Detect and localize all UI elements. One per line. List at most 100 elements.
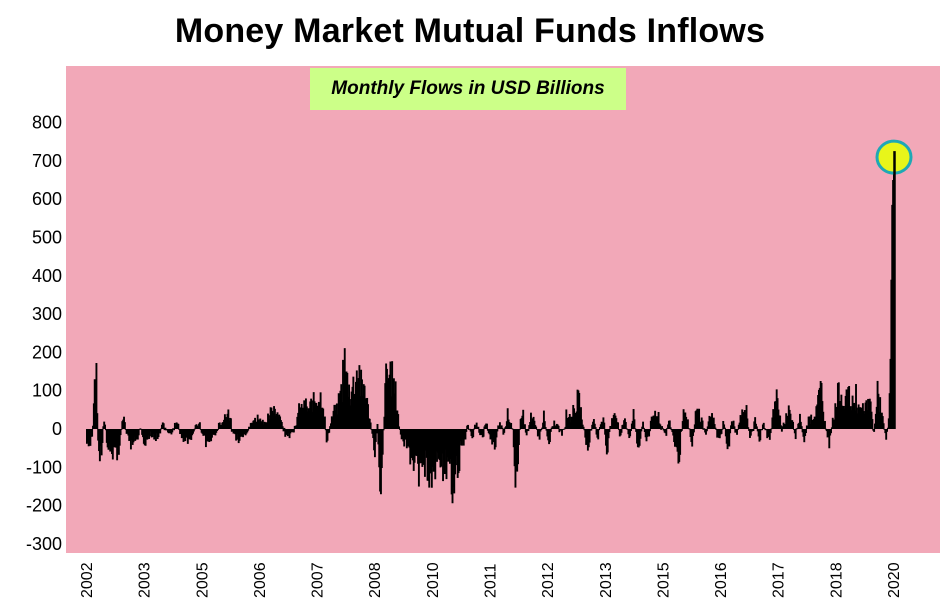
flow-bar (376, 424, 379, 429)
x-tick-label: 2017 (771, 562, 788, 598)
flow-bar (761, 429, 763, 431)
flow-bar (873, 429, 876, 432)
flow-bar (885, 429, 888, 440)
flow-bar (144, 429, 147, 446)
flow-bar (607, 429, 610, 439)
flow-bar (632, 409, 635, 429)
y-tick-label: 500 (32, 228, 62, 248)
flow-bar (261, 419, 264, 429)
flow-bar (568, 414, 571, 429)
flow-bar (517, 429, 520, 445)
flow-bar (163, 429, 166, 431)
flow-bar (680, 429, 683, 431)
flow-bar (120, 429, 123, 430)
x-tick-label: 2007 (310, 562, 327, 598)
flow-bar (89, 429, 92, 446)
flow-bar (714, 427, 717, 429)
y-tick-label: 200 (32, 342, 62, 362)
flow-bar (792, 421, 795, 429)
flow-bar (810, 414, 813, 429)
flow-bar (510, 422, 513, 429)
flow-bar (394, 381, 397, 429)
flow-bar (196, 425, 199, 429)
flow-bar (326, 429, 329, 441)
flow-bar (580, 407, 582, 429)
flow-bar (549, 429, 552, 432)
flow-bar (87, 429, 90, 447)
flow-bar (745, 405, 748, 429)
y-tick-label: 100 (32, 381, 62, 401)
flow-bar (458, 429, 461, 471)
flow-bar (462, 429, 465, 446)
flow-bar (467, 424, 469, 429)
flow-bar (486, 423, 488, 429)
flow-bar (391, 361, 394, 429)
flow-bar (288, 429, 291, 439)
flow-bar (216, 429, 219, 431)
flow-bar (808, 416, 811, 429)
flow-bar (247, 429, 250, 431)
flow-bar (101, 429, 104, 443)
flow-bar (657, 411, 660, 429)
x-tick-label: 2016 (713, 562, 730, 598)
flow-bar (590, 429, 593, 431)
x-tick-label: 2010 (425, 562, 442, 598)
flow-bar (871, 419, 874, 429)
flow-bar (648, 429, 651, 437)
flow-bar (588, 429, 591, 443)
y-tick-label: -100 (26, 457, 62, 477)
flow-bar (472, 429, 475, 438)
flow-bar (548, 429, 551, 443)
flow-bar (292, 429, 295, 433)
flow-bar (184, 429, 187, 442)
flow-bar (527, 429, 530, 432)
y-tick-label: 400 (32, 266, 62, 286)
flow-bar (477, 426, 480, 429)
flow-bar (553, 420, 556, 429)
flow-bar (598, 429, 601, 431)
flow-bar (712, 417, 715, 429)
flow-bar (533, 420, 536, 429)
flow-bar (763, 428, 766, 429)
flow-bar (503, 429, 506, 433)
flow-bar (634, 428, 637, 430)
flow-bar (780, 429, 783, 432)
flow-bar (625, 428, 628, 430)
flow-bar (498, 422, 501, 429)
flow-bar (283, 427, 286, 429)
flow-bar (562, 429, 565, 430)
flow-bar (711, 413, 713, 429)
flow-bar (824, 420, 826, 429)
flow-bar (828, 429, 831, 449)
flow-bar (328, 429, 331, 433)
x-tick-label: 2006 (252, 562, 269, 598)
flow-bar (779, 415, 782, 429)
flow-bar (557, 425, 560, 429)
flow-bar (580, 419, 583, 429)
y-tick-label: -200 (26, 496, 62, 516)
flow-bar (749, 429, 752, 436)
flow-bar (729, 429, 732, 434)
flow-bar (382, 429, 385, 431)
flow-bar (701, 420, 704, 429)
flow-bar (669, 427, 672, 429)
flow-bar (746, 418, 749, 429)
flow-bar (475, 422, 478, 429)
flow-bar (882, 423, 885, 429)
flow-bar (855, 384, 857, 429)
flow-bar (679, 429, 682, 455)
flow-bar (198, 422, 201, 429)
flow-bar (540, 429, 543, 430)
flow-bar (154, 429, 157, 442)
flow-bar (594, 427, 597, 429)
flow-bar (119, 429, 122, 436)
y-tick-label: 600 (32, 189, 62, 209)
flow-bar (539, 429, 542, 432)
flow-bar (759, 429, 762, 441)
flow-bar (280, 421, 283, 429)
flow-bar (624, 422, 627, 429)
flow-bar (373, 429, 376, 458)
flow-bar (881, 416, 884, 429)
y-axis: 800 700 600 500 400 300 200 100 0 -100 -200 -300 (26, 113, 62, 554)
flow-bar (822, 411, 825, 429)
